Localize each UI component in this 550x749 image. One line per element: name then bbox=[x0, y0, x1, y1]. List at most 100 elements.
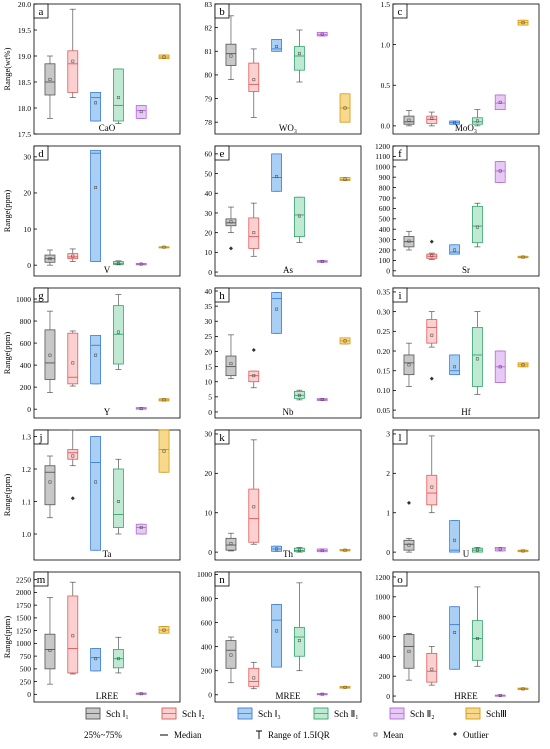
mean-marker bbox=[453, 121, 457, 125]
mean-marker bbox=[498, 694, 502, 697]
iqr-box bbox=[44, 329, 56, 380]
y-tick-label: 200 bbox=[379, 246, 391, 255]
y-tick-label: 400 bbox=[379, 652, 391, 661]
panel-letter-box bbox=[33, 3, 49, 19]
element-label: V bbox=[104, 265, 111, 275]
legend-label: SchⅢ bbox=[486, 710, 507, 720]
y-tick-label: 0 bbox=[27, 405, 31, 414]
y-tick-label: 1.0 bbox=[22, 530, 32, 539]
mean-marker bbox=[453, 365, 457, 369]
iqr-box bbox=[403, 634, 415, 669]
iqr-box bbox=[248, 667, 260, 687]
box-2 bbox=[271, 39, 282, 52]
plot-frame bbox=[392, 145, 540, 277]
mean-marker bbox=[275, 307, 279, 311]
box-0 bbox=[225, 334, 237, 380]
mean-marker bbox=[94, 480, 98, 484]
box-3 bbox=[294, 196, 305, 243]
box-3 bbox=[113, 636, 124, 674]
y-tick-label: 900 bbox=[379, 173, 391, 182]
iqr-box bbox=[316, 31, 328, 37]
panel-letter-box bbox=[214, 429, 230, 445]
element-label: Ta bbox=[103, 549, 112, 559]
box-2 bbox=[271, 604, 282, 668]
mean-marker bbox=[297, 52, 301, 56]
panel-o: o 0 200 400 600 800 1000 1200 HREE bbox=[375, 571, 540, 703]
mean-marker bbox=[229, 362, 233, 366]
panel-c: c 0.0 0.5 1.0 1.5 MoO₃ bbox=[381, 0, 540, 135]
plot-frame bbox=[33, 145, 181, 277]
y-tick-label: 30 bbox=[205, 317, 213, 326]
box-3 bbox=[472, 311, 483, 395]
legend-label: Sch Ⅱ₁ bbox=[334, 710, 359, 720]
panel-m: m 0 250 500 750 1000 1250 1500 1750 2000 2250 Range… bbox=[2, 571, 181, 703]
element-label: WO₃ bbox=[279, 123, 297, 133]
mean-marker bbox=[498, 169, 502, 173]
iqr-box bbox=[294, 46, 305, 71]
box-2 bbox=[90, 92, 101, 122]
y-tick-label: 0.5 bbox=[381, 81, 391, 90]
y-tick-label: 200 bbox=[201, 667, 213, 676]
element-label: HREE bbox=[454, 691, 478, 701]
element-label: MoO₃ bbox=[455, 123, 477, 133]
box-5 bbox=[339, 93, 351, 123]
y-tick-label: 10 bbox=[205, 378, 213, 387]
mean-marker bbox=[407, 543, 411, 547]
mean-marker bbox=[252, 374, 256, 378]
y-tick-label: 1250 bbox=[16, 626, 31, 635]
y-tick-label: 40 bbox=[205, 189, 213, 198]
box-0 bbox=[44, 310, 56, 394]
box-0 bbox=[403, 342, 415, 387]
mean-marker bbox=[71, 59, 75, 63]
box-3 bbox=[294, 29, 305, 83]
mean-marker bbox=[453, 538, 457, 542]
panel-letter-box bbox=[392, 571, 408, 587]
panel-letter-box bbox=[392, 145, 408, 161]
iqr-box bbox=[135, 523, 147, 535]
y-tick-label: 0.30 bbox=[377, 307, 390, 316]
y-tick-label: 0.10 bbox=[377, 386, 390, 395]
box-4 bbox=[494, 161, 506, 183]
legend-item-4: Sch Ⅱ₂ bbox=[389, 707, 435, 720]
y-tick-label: 79 bbox=[205, 94, 213, 103]
iqr-box bbox=[67, 253, 79, 260]
legend-item-0: Sch Ⅰ₁ bbox=[85, 707, 129, 720]
box-3 bbox=[472, 109, 483, 127]
mean-marker bbox=[430, 117, 434, 121]
box-2 bbox=[271, 153, 282, 192]
plot-frame bbox=[33, 571, 181, 703]
y-tick-label: 0 bbox=[386, 548, 390, 557]
plot-frame bbox=[392, 429, 540, 561]
box-1 bbox=[67, 8, 79, 98]
mean-marker bbox=[521, 363, 525, 367]
y-tick-label: 10 bbox=[205, 509, 213, 518]
y-tick-label: 30 bbox=[205, 209, 213, 218]
panel-j: j 1.0 1.1 1.2 1.3 Range(ppm) Ta bbox=[2, 429, 181, 561]
iqr-box bbox=[248, 370, 260, 383]
mean-marker bbox=[343, 685, 347, 689]
panel-letter: b bbox=[219, 6, 225, 18]
y-tick-label: 0 bbox=[386, 692, 390, 701]
mean-marker bbox=[252, 78, 256, 82]
iqr-box bbox=[449, 354, 460, 376]
legend-median-label: Median bbox=[174, 730, 202, 740]
panel-b: b 78 79 80 81 82 83 WO₃ bbox=[205, 0, 362, 135]
box-5 bbox=[158, 245, 170, 249]
outlier-marker bbox=[429, 239, 434, 244]
box-3 bbox=[294, 582, 305, 672]
box-1 bbox=[67, 248, 79, 262]
mean-marker bbox=[71, 454, 75, 458]
mean-marker bbox=[475, 357, 479, 361]
panel-letter: n bbox=[219, 574, 225, 586]
y-tick-label: 10 bbox=[24, 225, 32, 234]
box-5 bbox=[517, 687, 529, 691]
iqr-box bbox=[271, 153, 282, 192]
iqr-box bbox=[248, 62, 260, 92]
box-5 bbox=[158, 54, 170, 59]
mean-marker bbox=[475, 637, 479, 640]
box-3 bbox=[113, 294, 124, 370]
iqr-box bbox=[90, 92, 101, 122]
box-1 bbox=[426, 111, 438, 127]
y-tick-label: 1.0 bbox=[381, 40, 391, 49]
